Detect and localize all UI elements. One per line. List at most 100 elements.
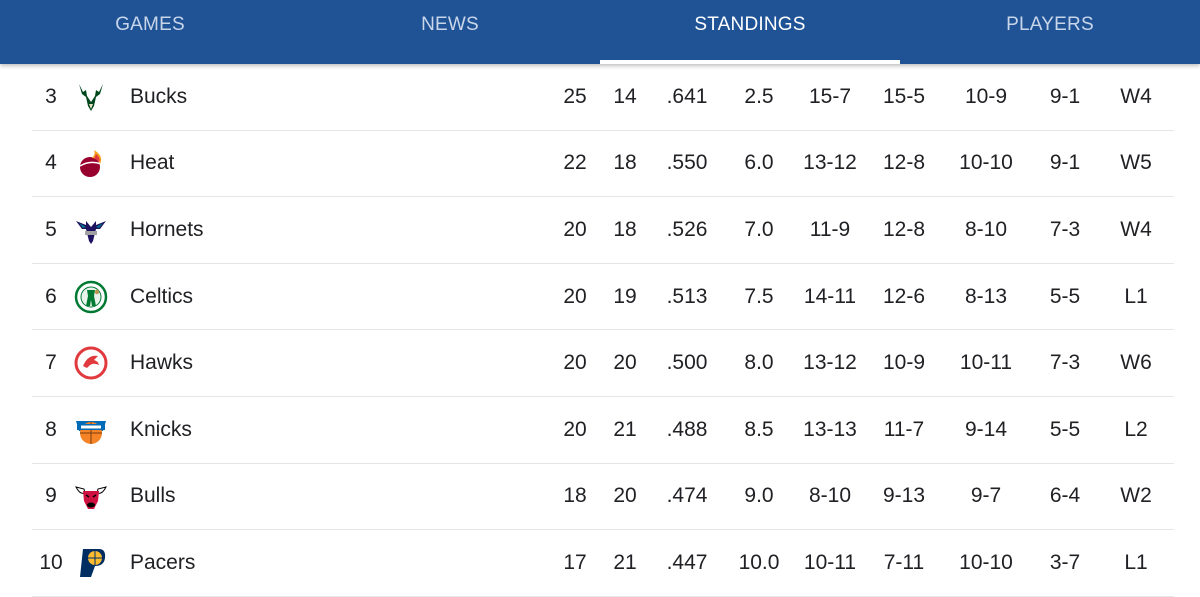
win-pct: .550 [666, 151, 708, 175]
knicks-logo-icon [74, 413, 108, 447]
division-record: 8-13 [964, 284, 1008, 308]
wins: 22 [563, 151, 587, 175]
rank: 10 [39, 550, 63, 574]
table-row[interactable]: 6 Celtics 20 19 .513 7.5 14-11 12-6 8-13… [32, 264, 1174, 331]
wins: 20 [563, 284, 587, 308]
rank: 8 [45, 417, 57, 441]
games-back: 6.0 [744, 151, 774, 175]
last-ten: 9-1 [1049, 151, 1081, 175]
wins: 17 [563, 550, 587, 574]
away-record: 7-11 [883, 550, 925, 574]
losses: 14 [613, 84, 637, 108]
table-row[interactable]: 3 Bucks 25 14 .641 2.5 15-7 15-5 10-9 9-… [32, 64, 1174, 131]
division-record: 9-14 [964, 417, 1008, 441]
team-name[interactable]: Hornets [130, 217, 204, 241]
last-ten: 7-3 [1049, 217, 1081, 241]
table-row[interactable]: 10 Pacers 17 21 .447 10.0 10-11 7-11 10-… [32, 530, 1174, 597]
rank: 7 [45, 351, 57, 375]
win-pct: .474 [666, 484, 708, 508]
heat-logo-icon [74, 146, 108, 180]
team-name[interactable]: Celtics [130, 284, 194, 308]
standings-table: 3 Bucks 25 14 .641 2.5 15-7 15-5 10-9 9-… [0, 64, 1200, 597]
win-pct: .500 [666, 351, 708, 375]
losses: 20 [613, 351, 637, 375]
away-record: 15-5 [882, 84, 926, 108]
table-row[interactable]: 4 Heat 22 18 .550 6.0 13-12 12-8 10-10 9… [32, 131, 1174, 198]
win-pct: .488 [666, 417, 708, 441]
tab-players[interactable]: PLAYERS [1006, 14, 1094, 35]
tab-bar: GAMES NEWS STANDINGS PLAYERS [0, 0, 1200, 64]
games-back: 7.0 [744, 217, 774, 241]
streak: L2 [1124, 417, 1148, 441]
division-record: 9-7 [970, 484, 1002, 508]
away-record: 12-8 [882, 217, 926, 241]
games-back: 2.5 [744, 84, 774, 108]
last-ten: 6-4 [1049, 484, 1081, 508]
away-record: 12-8 [882, 151, 926, 175]
rank: 6 [45, 284, 57, 308]
pacers-logo-icon [74, 546, 108, 580]
team-name[interactable]: Pacers [130, 550, 196, 574]
division-record: 10-10 [959, 151, 1013, 175]
away-record: 9-13 [882, 484, 926, 508]
hawks-logo-icon [74, 346, 108, 380]
team-name[interactable]: Knicks [130, 417, 192, 441]
table-row[interactable]: 9 Bulls 18 20 .474 9.0 8-10 9-13 9-7 6-4… [32, 464, 1174, 531]
team-name[interactable]: Heat [130, 151, 175, 175]
home-record: 10-11 [803, 550, 857, 574]
rank: 5 [45, 217, 57, 241]
table-row[interactable]: 5 Hornets 20 18 .526 7.0 11-9 12-8 8-10 … [32, 197, 1174, 264]
away-record: 12-6 [882, 284, 926, 308]
division-record: 8-10 [964, 217, 1008, 241]
streak: L1 [1124, 550, 1148, 574]
home-record: 8-10 [808, 484, 852, 508]
last-ten: 3-7 [1049, 550, 1081, 574]
rank: 4 [45, 151, 57, 175]
losses: 21 [613, 417, 637, 441]
games-back: 7.5 [744, 284, 774, 308]
wins: 20 [563, 351, 587, 375]
rank: 3 [45, 84, 57, 108]
win-pct: .513 [666, 284, 708, 308]
tab-standings[interactable]: STANDINGS [600, 0, 900, 64]
streak: L1 [1124, 284, 1148, 308]
streak: W4 [1120, 217, 1152, 241]
last-ten: 5-5 [1049, 417, 1081, 441]
last-ten: 5-5 [1049, 284, 1081, 308]
tab-games[interactable]: GAMES [115, 14, 185, 35]
wins: 20 [563, 217, 587, 241]
streak: W4 [1120, 84, 1152, 108]
away-record: 11-7 [883, 417, 925, 441]
streak: W5 [1120, 151, 1152, 175]
wins: 18 [563, 484, 587, 508]
division-record: 10-11 [959, 351, 1013, 375]
bulls-logo-icon [74, 479, 108, 513]
losses: 19 [613, 284, 637, 308]
tab-news[interactable]: NEWS [421, 14, 479, 35]
games-back: 8.0 [744, 351, 774, 375]
table-row[interactable]: 7 Hawks 20 20 .500 8.0 13-12 10-9 10-11 … [32, 330, 1174, 397]
losses: 21 [613, 550, 637, 574]
wins: 25 [563, 84, 587, 108]
home-record: 14-11 [803, 284, 857, 308]
table-row[interactable]: 8 Knicks 20 21 .488 8.5 13-13 11-7 9-14 … [32, 397, 1174, 464]
win-pct: .641 [666, 84, 708, 108]
losses: 18 [613, 217, 637, 241]
team-name[interactable]: Bucks [130, 84, 188, 108]
home-record: 15-7 [808, 84, 852, 108]
rank: 9 [45, 484, 57, 508]
last-ten: 7-3 [1049, 351, 1081, 375]
streak: W2 [1120, 484, 1152, 508]
team-name[interactable]: Bulls [130, 484, 176, 508]
last-ten: 9-1 [1049, 84, 1081, 108]
bucks-logo-icon [74, 80, 108, 114]
division-record: 10-10 [959, 550, 1013, 574]
win-pct: .447 [666, 550, 708, 574]
games-back: 10.0 [738, 550, 780, 574]
wins: 20 [563, 417, 587, 441]
celtics-logo-icon [74, 280, 108, 314]
away-record: 10-9 [882, 351, 926, 375]
home-record: 11-9 [809, 217, 851, 241]
team-name[interactable]: Hawks [130, 351, 194, 375]
home-record: 13-13 [803, 417, 857, 441]
